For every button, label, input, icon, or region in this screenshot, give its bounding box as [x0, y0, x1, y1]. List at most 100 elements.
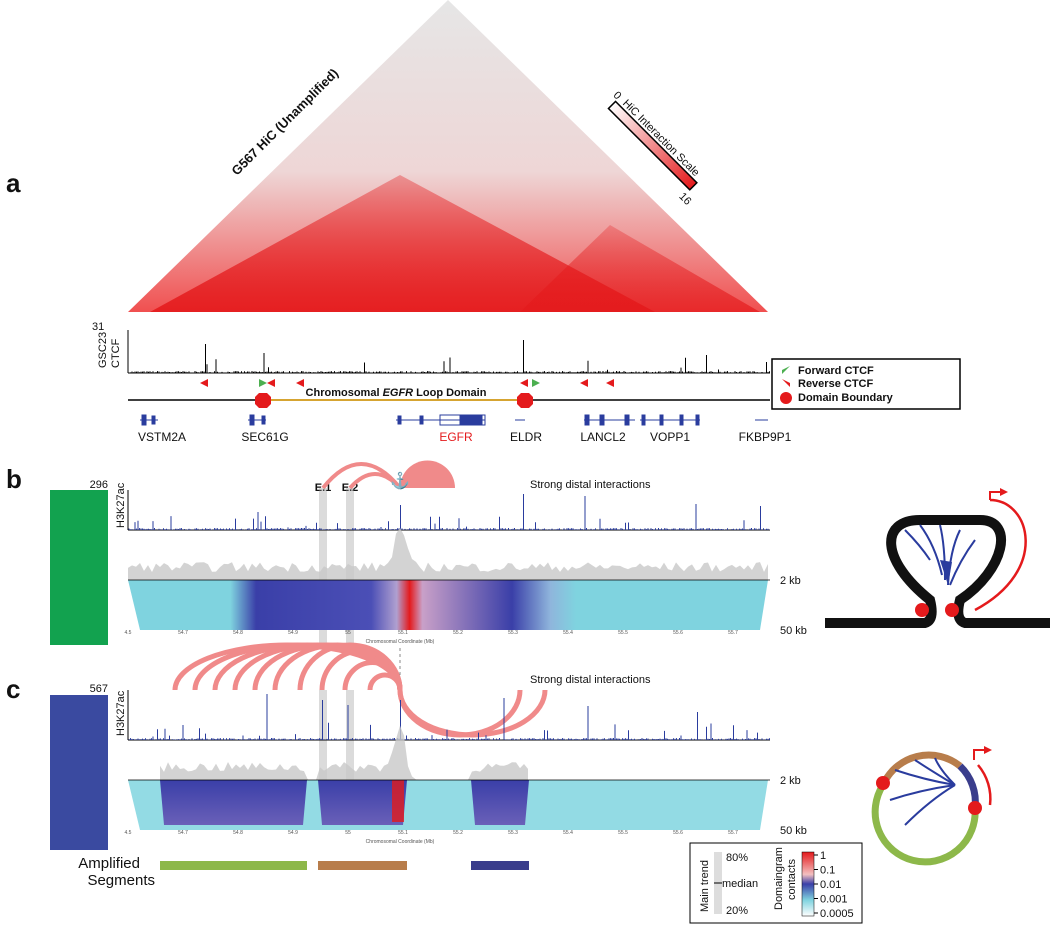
gene-label: SEC61G	[241, 430, 288, 444]
domain-boundary	[517, 393, 533, 408]
annotation: Strong distal interactions	[530, 479, 651, 491]
legend-item: Forward CTCF	[798, 365, 874, 377]
legend-title: Domaingram	[773, 847, 785, 910]
panel-label: c	[6, 674, 20, 704]
tick-label: 55.5	[618, 830, 628, 836]
tick-label: 55.2	[453, 830, 463, 836]
domaingram-segment	[160, 780, 307, 825]
tick-label: 55	[345, 830, 351, 836]
gene-label: FKBP9P1	[739, 430, 792, 444]
legend-item: Reverse CTCF	[798, 378, 873, 390]
tick-label: 54.9	[288, 830, 298, 836]
hic-domain	[150, 175, 655, 312]
legend-item: 20%	[726, 905, 748, 917]
interaction-arcs	[321, 462, 402, 490]
tick-label: 55.1	[398, 830, 408, 836]
tick-label: 55.1	[398, 630, 408, 636]
scale-label: 2 kb	[780, 575, 801, 587]
scale-label: 50 kb	[780, 625, 807, 637]
gene-label: LANCL2	[580, 430, 626, 444]
panel-label: b	[6, 464, 22, 494]
tick-label: 4.5	[125, 830, 132, 836]
annotation: Strong distal interactions	[530, 674, 651, 686]
track-name: CTCF	[110, 338, 122, 368]
signal	[128, 694, 770, 740]
tick-label: 54.8	[233, 830, 243, 836]
tick-label: 55.5	[618, 630, 628, 636]
tick-label: 55.7	[728, 630, 738, 636]
axis-title: Chromosomal Coordinate (Mb)	[366, 839, 435, 845]
tick-label: 55.2	[453, 630, 463, 636]
text: Chromosomal	[306, 387, 383, 399]
hic-domain	[520, 225, 760, 312]
track-name: GSC23	[97, 332, 109, 368]
legend	[771, 358, 961, 410]
ecdna-diagram	[871, 746, 992, 866]
domaingram-segment	[318, 780, 407, 825]
scale-label: 2 kb	[780, 775, 801, 787]
tick-label: 0.01	[820, 879, 841, 891]
interaction-arcs	[172, 642, 548, 738]
trend-band	[128, 527, 768, 580]
h3k27ac-track	[127, 690, 770, 741]
ctcf-track	[127, 330, 770, 374]
segment	[160, 861, 307, 870]
text: EGFR	[383, 387, 414, 399]
tick-label: 54.7	[178, 830, 188, 836]
sample-bar	[50, 695, 108, 850]
scale-max: 16	[676, 191, 693, 208]
panel-label: a	[6, 168, 21, 198]
tick-label: 0.001	[820, 894, 848, 906]
domaingram-segment	[471, 780, 529, 825]
gene-label: ELDR	[510, 430, 542, 444]
scale-min: 0	[611, 89, 624, 102]
segment	[471, 861, 529, 870]
tick-label: 54.9	[288, 630, 298, 636]
ctcf-arrows	[200, 379, 614, 387]
legend-item: median	[722, 878, 758, 890]
loop-diagram	[825, 488, 1050, 628]
scale-title: HiC Interaction Scale	[620, 97, 702, 179]
colorbar	[801, 851, 815, 917]
tick-label: 54.7	[178, 630, 188, 636]
domain-boundary	[255, 393, 271, 408]
segment	[318, 861, 407, 870]
anchor-icon: ⚓	[390, 471, 410, 490]
legend-title: contacts	[786, 859, 798, 900]
legend-item: 80%	[726, 852, 748, 864]
axis-title: Chromosomal Coordinate (Mb)	[366, 639, 435, 645]
tick-label: 54.8	[233, 630, 243, 636]
tick-label: 55.3	[508, 630, 518, 636]
scale-label: 50 kb	[780, 825, 807, 837]
h3k27ac-track	[127, 490, 770, 531]
tick-label: 55.4	[563, 830, 573, 836]
gene-label: VOPP1	[650, 430, 690, 444]
track-max: 296	[90, 479, 108, 491]
gene-label: EGFR	[439, 430, 473, 444]
tick-label: 1	[820, 850, 826, 862]
amplified-label: Segments	[87, 872, 155, 889]
axis: 4.5 54.7 54.8 54.9 55 55.1 55.2 55.3 55.4 55.5 55.…	[125, 830, 739, 836]
tick-label: 55.3	[508, 830, 518, 836]
tick-label: 55.4	[563, 630, 573, 636]
tick-label: 0.0005	[820, 908, 854, 920]
interaction-arcs	[400, 460, 455, 488]
axis: 4.5 54.7 54.8 54.9 55 55.1 55.2 55.3 55.4 55.5 55.…	[125, 630, 739, 636]
track-max: 31	[92, 321, 104, 333]
tick-label: 4.5	[125, 630, 132, 636]
sample-bar	[50, 490, 108, 645]
arc	[367, 672, 403, 691]
text: Loop Domain	[413, 387, 487, 399]
arc	[397, 689, 548, 738]
tick-label: 55.7	[728, 830, 738, 836]
loop-domain-label: Chromosomal EGFR Loop Domain	[306, 387, 487, 399]
tick-label: 55.6	[673, 630, 683, 636]
arc	[397, 689, 523, 738]
legend-item: Domain Boundary	[798, 392, 894, 404]
tick-label: 55	[345, 630, 351, 636]
trend-band	[160, 725, 528, 780]
signal	[130, 340, 770, 373]
colorbar-ticks: 1 0.1 0.01 0.001 0.0005	[814, 850, 854, 920]
legend-title: Main trend	[699, 860, 711, 912]
